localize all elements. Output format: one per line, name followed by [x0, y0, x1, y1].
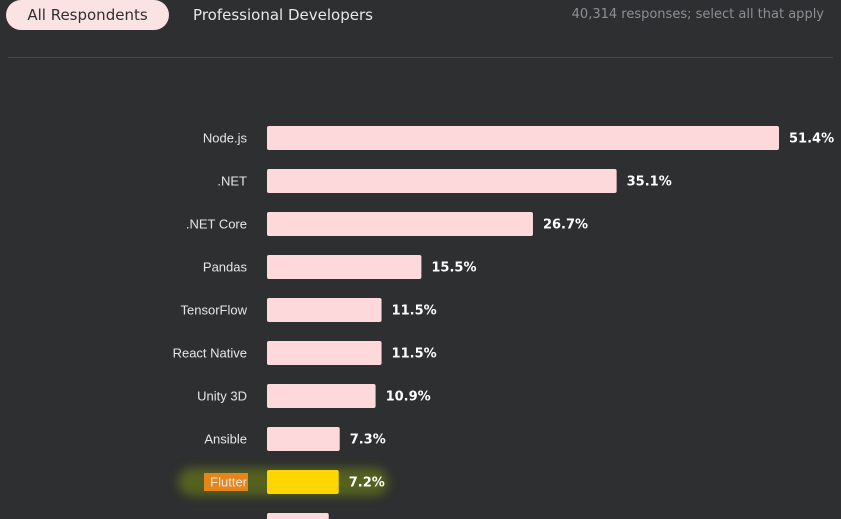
- bar-node-js[interactable]: [267, 126, 779, 150]
- category-label-ansible: Ansible: [204, 432, 247, 447]
- responses-count: 40,314 responses; select all that apply: [571, 7, 824, 22]
- header-divider: [8, 57, 833, 58]
- category-label-react-native: React Native: [173, 346, 247, 361]
- bar-react-native[interactable]: [267, 341, 382, 365]
- bar-net[interactable]: [267, 169, 617, 193]
- filter-bar: All Respondents Professional Developers …: [0, 0, 841, 40]
- value-label-net-core: 26.7%: [543, 218, 588, 233]
- category-label-pandas: Pandas: [203, 260, 248, 275]
- tab-all-respondents[interactable]: All Respondents: [6, 0, 169, 30]
- bar-tensorflow[interactable]: [267, 298, 382, 322]
- category-label-net-core: .NET Core: [186, 217, 247, 232]
- bar-unity-3d[interactable]: [267, 384, 376, 408]
- category-label-unity-3d: Unity 3D: [197, 389, 247, 404]
- bar-partial-next[interactable]: [267, 513, 329, 519]
- value-label-ansible: 7.3%: [350, 433, 386, 448]
- bar-flutter[interactable]: [267, 470, 339, 494]
- value-label-tensorflow: 11.5%: [392, 304, 437, 319]
- tab-professional-developers[interactable]: Professional Developers: [193, 6, 373, 24]
- value-label-net: 35.1%: [627, 175, 672, 190]
- value-label-react-native: 11.5%: [392, 347, 437, 362]
- category-label-tensorflow: TensorFlow: [181, 303, 248, 318]
- value-label-node-js: 51.4%: [789, 132, 834, 147]
- category-label-flutter: Flutter: [210, 475, 248, 490]
- value-label-flutter: 7.2%: [349, 476, 385, 491]
- value-label-unity-3d: 10.9%: [386, 390, 431, 405]
- bar-net-core[interactable]: [267, 212, 533, 236]
- category-label-net: .NET: [217, 174, 247, 189]
- bar-ansible[interactable]: [267, 427, 340, 451]
- value-label-pandas: 15.5%: [431, 261, 476, 276]
- highlight-label-bg: [204, 473, 248, 491]
- bar-pandas[interactable]: [267, 255, 422, 279]
- category-label-node-js: Node.js: [203, 131, 248, 146]
